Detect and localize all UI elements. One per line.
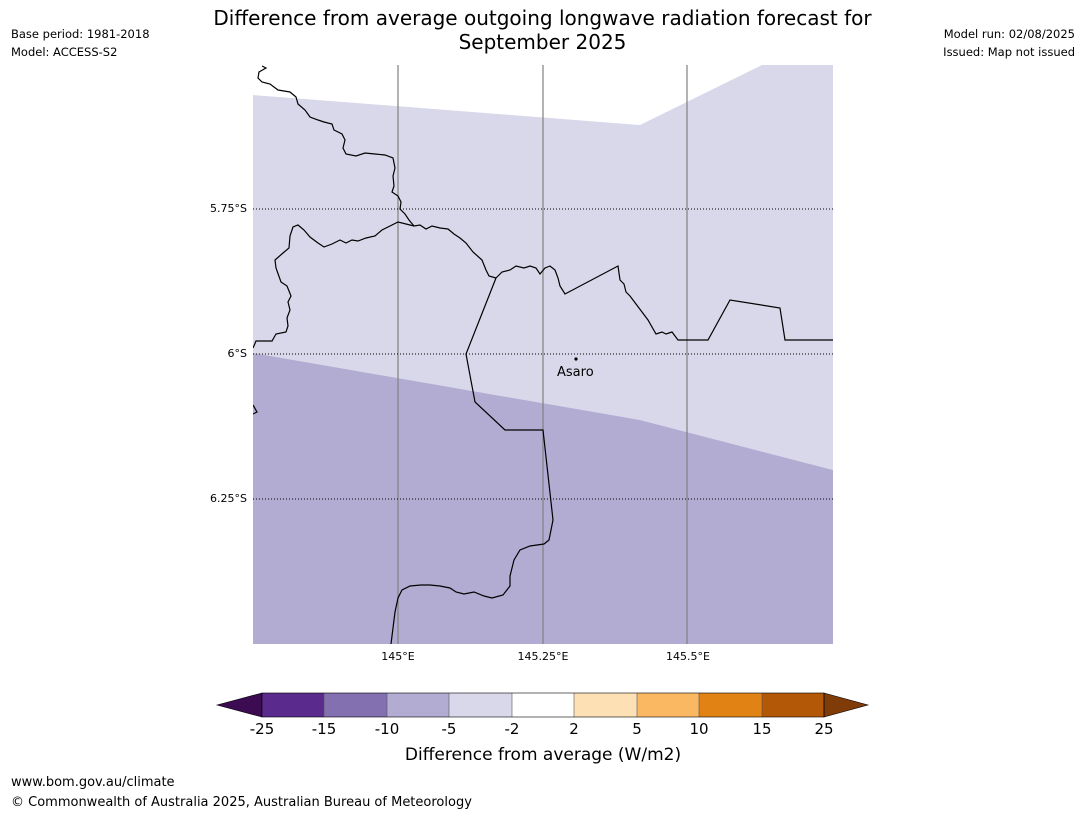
- colorbar-bin-15-25: [762, 693, 824, 717]
- colorbar-tick-minus15: -15: [311, 720, 337, 738]
- asaro-point: [574, 357, 578, 361]
- colorbar-bin-minus5-minus2: [449, 693, 512, 717]
- border-northwest: [257, 65, 415, 227]
- lat-label-6: 6°S: [227, 347, 247, 360]
- meta-right: Model run: 02/08/2025 Issued: Map not is…: [943, 25, 1075, 61]
- lon-label-145-25: 145.25°E: [517, 650, 569, 663]
- colorbar-extend-low: [215, 692, 263, 718]
- border-west-edge: [253, 404, 258, 415]
- model-text: Model: ACCESS-S2: [11, 45, 118, 59]
- colorbar-tick-10: 10: [689, 720, 709, 738]
- colorbar-tick-minus10: -10: [374, 720, 400, 738]
- meta-left: Base period: 1981-2018 Model: ACCESS-S2: [11, 25, 150, 61]
- colorbar-extend-high: [823, 692, 870, 718]
- asaro-label: Asaro: [557, 365, 594, 380]
- colorbar-tick-5: 5: [632, 720, 642, 738]
- colorbar-label: Difference from average (W/m2): [404, 745, 682, 765]
- colorbar-bin-10-15: [699, 693, 762, 717]
- lon-label-145-5: 145.5°E: [666, 650, 710, 663]
- footer-copyright: © Commonwealth of Australia 2025, Austra…: [11, 795, 472, 810]
- colorbar-dividers: [323, 693, 763, 717]
- colorbar-bin-minus15-minus10: [324, 693, 387, 717]
- colorbar-bin-minus10-minus5: [387, 693, 449, 717]
- map-area: [253, 65, 833, 644]
- lon-label-145: 145°E: [381, 650, 415, 663]
- colorbar-tick-minus5: -5: [441, 720, 457, 738]
- colorbar-bin-minus25-minus15: [262, 693, 324, 717]
- footer-url: www.bom.gov.au/climate: [11, 775, 175, 790]
- issued-text: Issued: Map not issued: [943, 45, 1075, 59]
- border-south: [390, 277, 554, 644]
- colorbar-outline: [261, 692, 825, 718]
- lat-label-6-25: 6.25°S: [210, 492, 247, 505]
- colorbar-bin-2-5: [574, 693, 637, 717]
- colorbar-bin-minus2-2: [512, 693, 574, 717]
- colorbar-tick-15: 15: [752, 720, 772, 738]
- base-period-text: Base period: 1981-2018: [11, 27, 150, 41]
- title-line-1: Difference from average outgoing longwav…: [213, 6, 872, 30]
- map-title: Difference from average outgoing longwav…: [0, 6, 1085, 54]
- colorbar-tick-minus25: -25: [249, 720, 275, 738]
- title-line-2: September 2025: [458, 30, 627, 54]
- colorbar-bin-5-10: [637, 693, 699, 717]
- colorbar-tick-2: 2: [569, 720, 579, 738]
- lat-label-5-75: 5.75°S: [210, 202, 247, 215]
- colorbar-tick-minus2: -2: [504, 720, 520, 738]
- border-west-loop: [253, 221, 497, 349]
- model-run-text: Model run: 02/08/2025: [943, 27, 1075, 41]
- border-central: [495, 265, 833, 341]
- colorbar-tick-25: 25: [814, 720, 834, 738]
